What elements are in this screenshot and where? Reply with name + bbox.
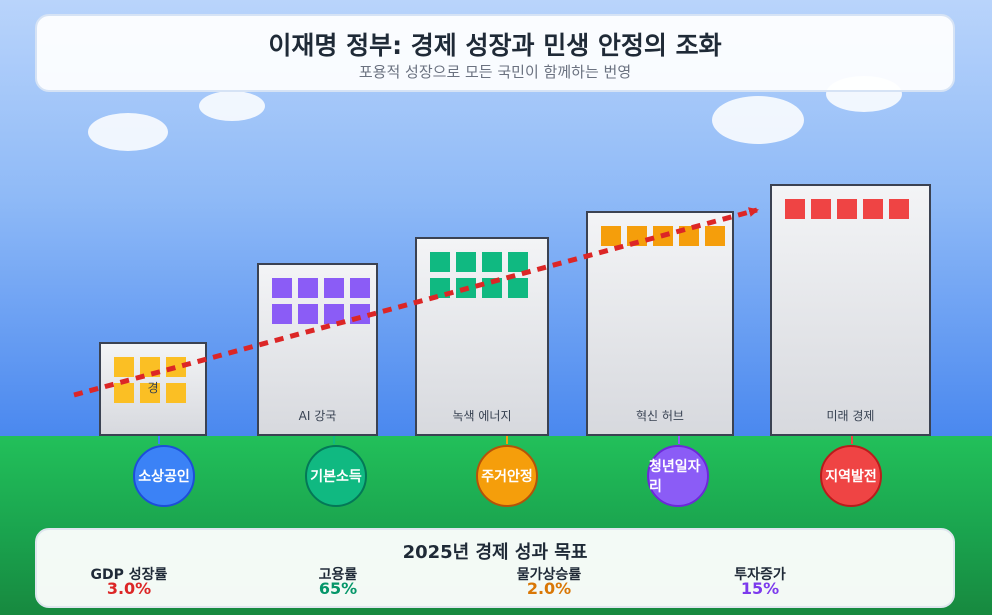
building-3-window — [430, 252, 450, 272]
building-4-window — [705, 226, 725, 246]
building-4-window — [627, 226, 647, 246]
pillar-housing-stability: 주거안정 — [476, 445, 538, 507]
goal-gdp-growth: GDP 성장률 3.0% — [54, 567, 204, 597]
building-3-window — [482, 252, 502, 272]
page-subtitle: 포용적 성장으로 모든 국민이 함께하는 번영 — [358, 63, 632, 81]
building-5-window — [837, 199, 857, 219]
building-3-window — [508, 278, 528, 298]
pillar-small-business: 소상공인 — [133, 445, 195, 507]
building-2-window — [324, 278, 344, 298]
building-1-window — [166, 383, 186, 403]
building-4-window — [601, 226, 621, 246]
building-2-window — [298, 278, 318, 298]
building-1-window — [114, 357, 134, 377]
header-panel: 이재명 정부: 경제 성장과 민생 안정의 조화 포용적 성장으로 모든 국민이… — [35, 14, 955, 92]
building-1-window — [114, 383, 134, 403]
building-5-window — [785, 199, 805, 219]
pillar-stem-3 — [506, 436, 508, 444]
building-2-window — [350, 278, 370, 298]
building-2-window — [272, 278, 292, 298]
building-1-window — [166, 357, 186, 377]
pillar-stem-1 — [158, 436, 160, 444]
building-4: 혁신 허브 — [586, 211, 734, 436]
building-4-label: 혁신 허브 — [636, 409, 684, 423]
goal-value: 15% — [740, 579, 780, 598]
goal-value: 65% — [318, 579, 358, 598]
pillar-stem-2 — [333, 436, 335, 444]
building-1-window — [140, 383, 160, 403]
building-5: 미래 경제 — [770, 184, 931, 436]
building-5-window — [863, 199, 883, 219]
building-3-label: 녹색 에너지 — [452, 409, 512, 423]
goal-label: GDP 성장률 — [90, 567, 168, 583]
building-1: 경 — [99, 342, 207, 436]
pillar-stem-5 — [851, 436, 853, 444]
goal-value: 2.0% — [526, 579, 572, 598]
building-5-label: 미래 경제 — [826, 409, 875, 423]
goal-employment-rate: 고용률 65% — [263, 567, 413, 597]
goals-panel: 2025년 경제 성과 목표 GDP 성장률 3.0% 고용률 65% 물가상승… — [35, 528, 955, 608]
building-2-window — [324, 304, 344, 324]
building-2: AI 강국 — [257, 263, 378, 436]
building-5-window — [811, 199, 831, 219]
building-2-label: AI 강국 — [298, 409, 337, 423]
goals-title: 2025년 경제 성과 목표 — [402, 542, 588, 563]
building-1-label: 경 — [147, 381, 159, 395]
goal-value: 3.0% — [106, 579, 152, 598]
building-2-window — [272, 304, 292, 324]
pillar-regional-development: 지역발전 — [820, 445, 882, 507]
cloud-left — [88, 113, 168, 151]
goal-label: 투자증가 — [734, 567, 786, 583]
goal-investment-growth: 투자증가 15% — [685, 567, 835, 597]
cloud-center — [199, 91, 265, 121]
building-3-window — [508, 252, 528, 272]
building-3-window — [456, 252, 476, 272]
building-5-window — [889, 199, 909, 219]
pillar-basic-income: 기본소득 — [305, 445, 367, 507]
goal-label: 고용률 — [318, 567, 358, 583]
goal-label: 물가상승률 — [516, 567, 582, 583]
building-2-window — [298, 304, 318, 324]
pillar-stem-4 — [678, 436, 680, 444]
goal-inflation-rate: 물가상승률 2.0% — [474, 567, 624, 597]
page-title: 이재명 정부: 경제 성장과 민생 안정의 조화 — [268, 31, 722, 60]
cloud-right — [712, 96, 804, 144]
pillar-youth-jobs: 청년일자리 — [647, 445, 709, 507]
